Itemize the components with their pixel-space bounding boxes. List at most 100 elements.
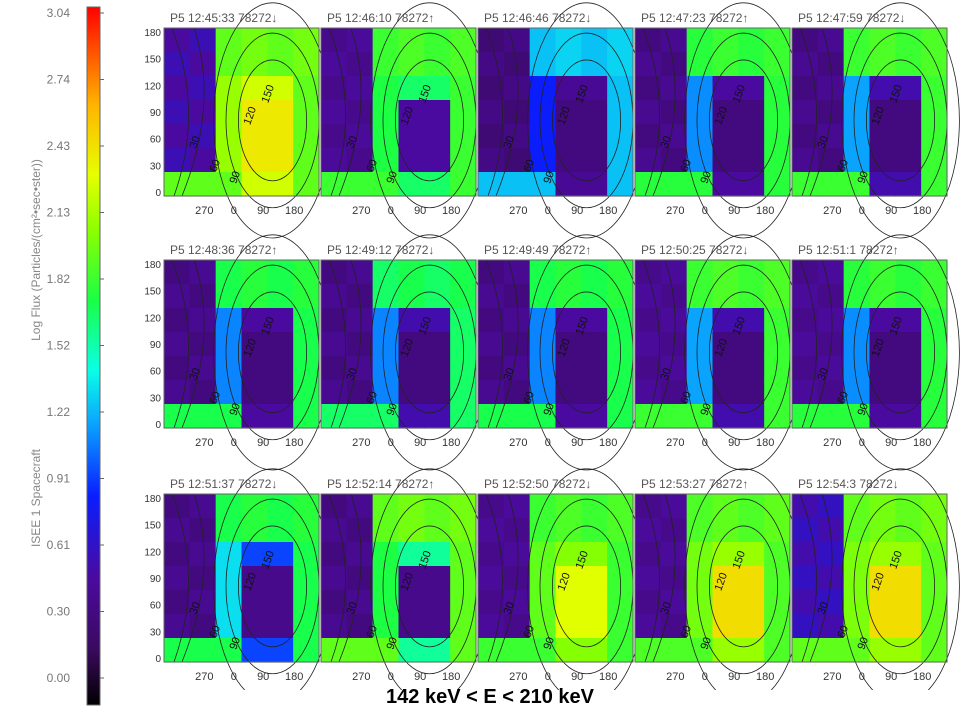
heatmap-cell xyxy=(895,380,922,405)
heatmap-cell xyxy=(635,332,662,357)
heatmap-cell xyxy=(686,260,714,285)
contour-line xyxy=(181,493,205,663)
contour-label: 60 xyxy=(522,158,537,174)
heatmap-cell xyxy=(635,308,662,333)
heatmap-cell xyxy=(503,356,531,381)
heatmap-cell xyxy=(660,494,688,519)
contour-line xyxy=(709,525,779,648)
contour-label: 30 xyxy=(816,600,831,616)
y-tick-label: 30 xyxy=(150,161,162,172)
heatmap-cell xyxy=(764,380,791,405)
heatmap-cell xyxy=(215,28,243,53)
heatmap-cell xyxy=(792,332,819,357)
x-tick-label: 0 xyxy=(859,205,865,217)
heatmap-cell xyxy=(869,100,896,125)
y-tick-label: 150 xyxy=(144,55,161,66)
heatmap-cell xyxy=(346,494,374,519)
heatmap-cell xyxy=(241,638,268,663)
heatmap-cell xyxy=(581,356,608,381)
contour-label: 120 xyxy=(713,337,731,358)
heatmap-cell xyxy=(869,380,896,405)
contour-line xyxy=(338,27,362,197)
heatmap-cell xyxy=(164,590,191,615)
heatmap-cell xyxy=(529,100,557,125)
heatmap-cell xyxy=(398,566,425,591)
heatmap-cell xyxy=(686,332,714,357)
heatmap-cell xyxy=(581,590,608,615)
heatmap-cell xyxy=(635,638,662,663)
heatmap-cell xyxy=(450,172,477,197)
heatmap-cell xyxy=(686,284,714,309)
heatmap-cell xyxy=(792,52,819,77)
heatmap-cell xyxy=(478,172,505,197)
x-tick-label: 0 xyxy=(231,671,237,683)
heatmap-cell xyxy=(215,260,243,285)
heatmap-cell xyxy=(895,76,922,101)
heatmap-cell xyxy=(529,566,557,591)
heatmap-cell xyxy=(738,172,765,197)
panel-frame xyxy=(634,493,791,663)
x-tick-label: 270 xyxy=(823,437,841,449)
heatmap-cell xyxy=(712,284,739,309)
heatmap-cell xyxy=(792,124,819,149)
heatmap-cell xyxy=(895,518,922,543)
contour-label: 90 xyxy=(228,636,243,652)
contour-label: 150 xyxy=(417,83,435,104)
contour-line xyxy=(642,27,660,197)
heatmap-cell xyxy=(398,404,425,429)
heatmap-cell xyxy=(792,404,819,429)
heatmap-cell xyxy=(581,124,608,149)
heatmap-cell xyxy=(267,356,294,381)
heatmap-cell xyxy=(581,284,608,309)
heatmap-cell xyxy=(215,284,243,309)
heatmap-cell xyxy=(478,76,505,101)
heatmap-cell xyxy=(503,124,531,149)
heatmap-cell xyxy=(738,356,765,381)
heatmap-cell xyxy=(398,614,425,639)
heatmap-cell xyxy=(241,380,268,405)
x-tick-label: 0 xyxy=(231,205,237,217)
y-tick-label: 60 xyxy=(150,135,162,146)
heatmap-cell xyxy=(817,124,845,149)
heatmap-cell xyxy=(189,590,217,615)
heatmap-cell xyxy=(635,28,662,53)
contour-label: 30 xyxy=(345,134,360,150)
colorbar-tick-label: 1.52 xyxy=(47,339,71,353)
y-tick-label: 150 xyxy=(144,287,161,298)
heatmap-cell xyxy=(817,404,845,429)
heatmap-cell xyxy=(241,542,268,567)
heatmap-cell xyxy=(738,148,765,173)
x-tick-label: 0 xyxy=(231,437,237,449)
heatmap-cell xyxy=(895,542,922,567)
heatmap-cell xyxy=(869,542,896,567)
heatmap-cell xyxy=(503,404,531,429)
contour-label: 90 xyxy=(228,402,243,418)
panel-frame xyxy=(791,259,948,429)
heatmap-cell xyxy=(321,494,348,519)
panel-frame xyxy=(163,27,320,197)
heatmap-cell xyxy=(843,260,871,285)
heatmap-cell xyxy=(764,404,791,429)
y-tick-label: 120 xyxy=(144,547,161,558)
heatmap-cell xyxy=(293,518,320,543)
contour-label: 90 xyxy=(699,170,714,186)
x-tick-label: 90 xyxy=(885,671,897,683)
heatmap-cell xyxy=(869,308,896,333)
x-tick-label: 180 xyxy=(913,437,931,449)
heatmap-cell xyxy=(293,172,320,197)
panel-frame xyxy=(320,259,477,429)
heatmap-cell xyxy=(321,76,348,101)
contour-label: 150 xyxy=(260,549,278,570)
heatmap-cell xyxy=(792,308,819,333)
heatmap-cell xyxy=(398,332,425,357)
heatmap-cell xyxy=(164,638,191,663)
heatmap-cell xyxy=(529,284,557,309)
heatmap-cell xyxy=(555,404,582,429)
heatmap-cell xyxy=(267,404,294,429)
contour-line xyxy=(552,291,622,414)
heatmap-cell xyxy=(293,380,320,405)
heatmap-cell xyxy=(555,380,582,405)
